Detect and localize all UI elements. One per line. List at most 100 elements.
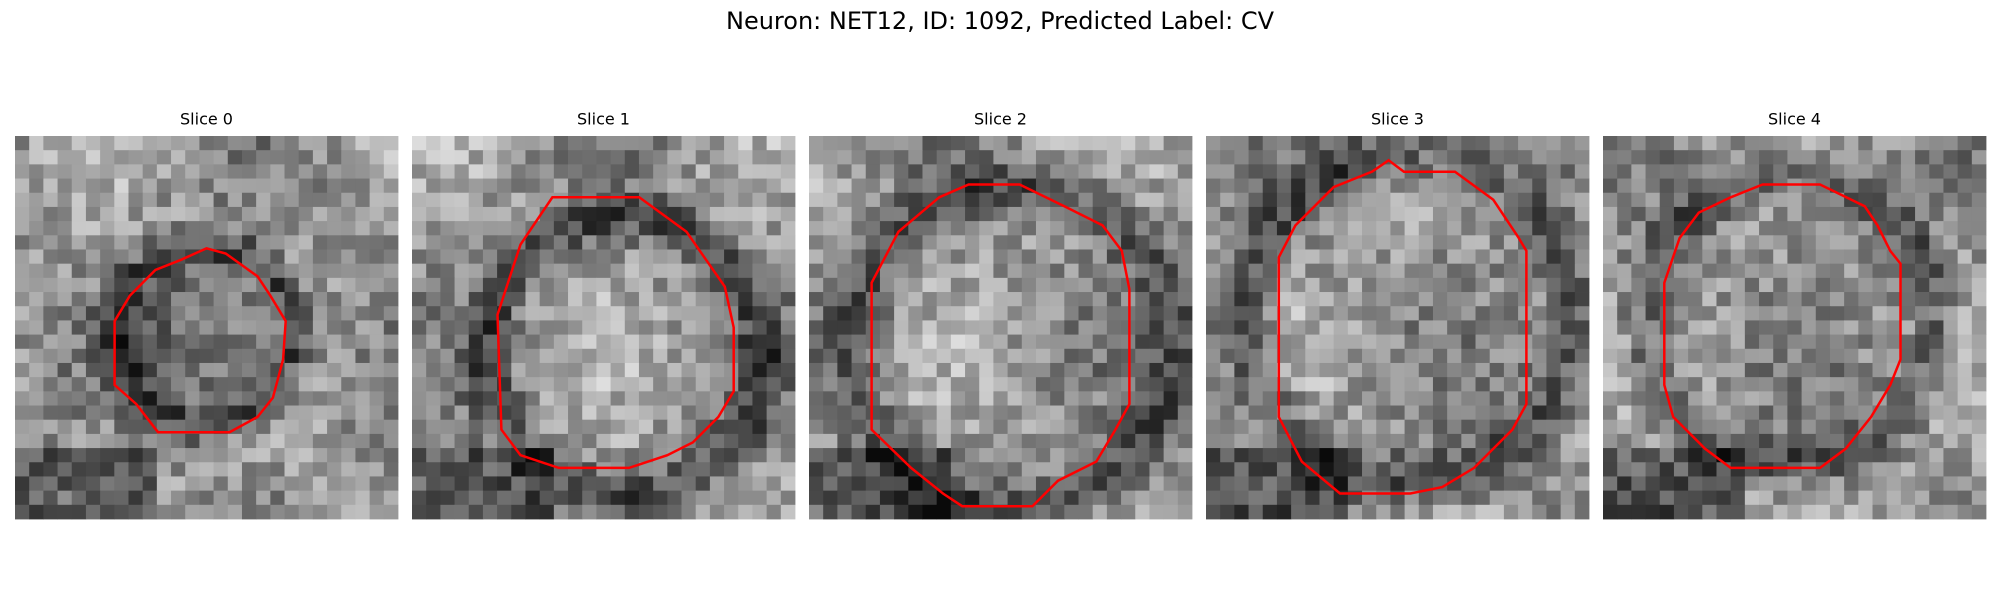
pixel bbox=[227, 235, 243, 250]
pixel bbox=[43, 476, 58, 492]
pixel bbox=[950, 235, 966, 250]
pixel bbox=[851, 362, 867, 378]
pixel bbox=[1064, 292, 1079, 307]
pixel bbox=[1858, 419, 1873, 435]
pixel bbox=[1915, 362, 1930, 378]
pixel bbox=[270, 419, 285, 435]
pixel bbox=[1702, 164, 1717, 179]
pixel bbox=[369, 263, 385, 279]
pixel bbox=[1787, 348, 1802, 364]
pixel bbox=[1489, 462, 1505, 477]
pixel bbox=[1135, 292, 1150, 307]
pixel bbox=[993, 292, 1008, 307]
pixel bbox=[85, 136, 101, 151]
pixel bbox=[1688, 206, 1703, 222]
pixel bbox=[780, 292, 796, 307]
pixel bbox=[511, 164, 526, 179]
pixel bbox=[1929, 348, 1944, 364]
pixel bbox=[29, 292, 44, 307]
pixel bbox=[426, 490, 441, 506]
pixel bbox=[1021, 391, 1037, 406]
pixel bbox=[752, 504, 768, 520]
pixel bbox=[709, 433, 725, 449]
pixel bbox=[724, 348, 739, 364]
pixel bbox=[270, 164, 285, 179]
pixel bbox=[1815, 249, 1831, 265]
pixel bbox=[1291, 206, 1306, 222]
pixel bbox=[312, 334, 328, 350]
pixel bbox=[894, 377, 909, 392]
pixel bbox=[426, 348, 441, 364]
pixel bbox=[1163, 490, 1179, 506]
pixel bbox=[525, 433, 541, 449]
pixel bbox=[1276, 206, 1292, 222]
pixel bbox=[256, 405, 271, 421]
pixel bbox=[1659, 462, 1675, 477]
pixel bbox=[412, 206, 427, 222]
pixel bbox=[1957, 448, 1973, 463]
pixel bbox=[369, 320, 385, 335]
pixel bbox=[1716, 292, 1732, 307]
pixel bbox=[71, 249, 87, 265]
pixel bbox=[412, 462, 427, 477]
pixel bbox=[1943, 334, 1959, 350]
pixel bbox=[1220, 263, 1235, 279]
pixel bbox=[1518, 448, 1533, 463]
pixel bbox=[1872, 192, 1888, 208]
pixel bbox=[1957, 419, 1973, 435]
pixel bbox=[1163, 405, 1179, 421]
pixel bbox=[568, 320, 583, 335]
pixel bbox=[894, 277, 909, 293]
contour bbox=[1277, 158, 1528, 495]
pixel bbox=[171, 391, 186, 406]
pixel bbox=[752, 462, 768, 477]
pixel bbox=[922, 334, 938, 350]
pixel bbox=[426, 476, 441, 492]
pixel bbox=[1248, 504, 1264, 520]
pixel bbox=[1673, 405, 1689, 421]
pixel bbox=[1262, 334, 1278, 350]
pixel bbox=[638, 292, 654, 307]
pixel bbox=[1971, 348, 1987, 364]
pixel bbox=[752, 419, 768, 435]
pixel bbox=[1546, 476, 1562, 492]
pixel bbox=[298, 136, 314, 151]
pixel bbox=[426, 164, 441, 179]
pixel bbox=[1929, 192, 1944, 208]
pixel bbox=[185, 221, 200, 236]
pixel bbox=[1163, 362, 1179, 378]
pixel bbox=[1844, 462, 1859, 477]
pixel bbox=[482, 320, 498, 335]
pixel bbox=[298, 405, 314, 421]
pixel bbox=[1319, 419, 1335, 435]
pixel bbox=[724, 206, 739, 222]
pixel bbox=[582, 292, 597, 307]
pixel bbox=[965, 277, 980, 293]
pixel bbox=[454, 206, 470, 222]
pixel bbox=[1177, 206, 1193, 222]
pixel bbox=[1503, 150, 1519, 165]
pixel bbox=[454, 235, 470, 250]
pixel bbox=[1078, 405, 1094, 421]
pixel bbox=[965, 235, 980, 250]
pixel bbox=[1220, 292, 1235, 307]
pixel bbox=[1744, 476, 1760, 492]
pixel bbox=[979, 306, 994, 321]
pixel bbox=[454, 221, 470, 236]
pixel bbox=[1574, 306, 1590, 321]
pixel bbox=[454, 136, 470, 151]
pixel bbox=[653, 221, 668, 236]
pixel bbox=[85, 476, 101, 492]
pixel bbox=[1518, 178, 1533, 194]
pixel bbox=[1248, 221, 1264, 236]
pixel bbox=[43, 320, 58, 335]
pixel bbox=[57, 391, 73, 406]
pixel bbox=[1475, 164, 1491, 179]
pixel bbox=[568, 433, 583, 449]
pixel bbox=[1220, 192, 1235, 208]
pixel bbox=[553, 306, 569, 321]
pixel bbox=[809, 192, 824, 208]
pixel bbox=[1291, 292, 1306, 307]
pixel bbox=[1716, 462, 1732, 477]
pixel bbox=[922, 306, 938, 321]
